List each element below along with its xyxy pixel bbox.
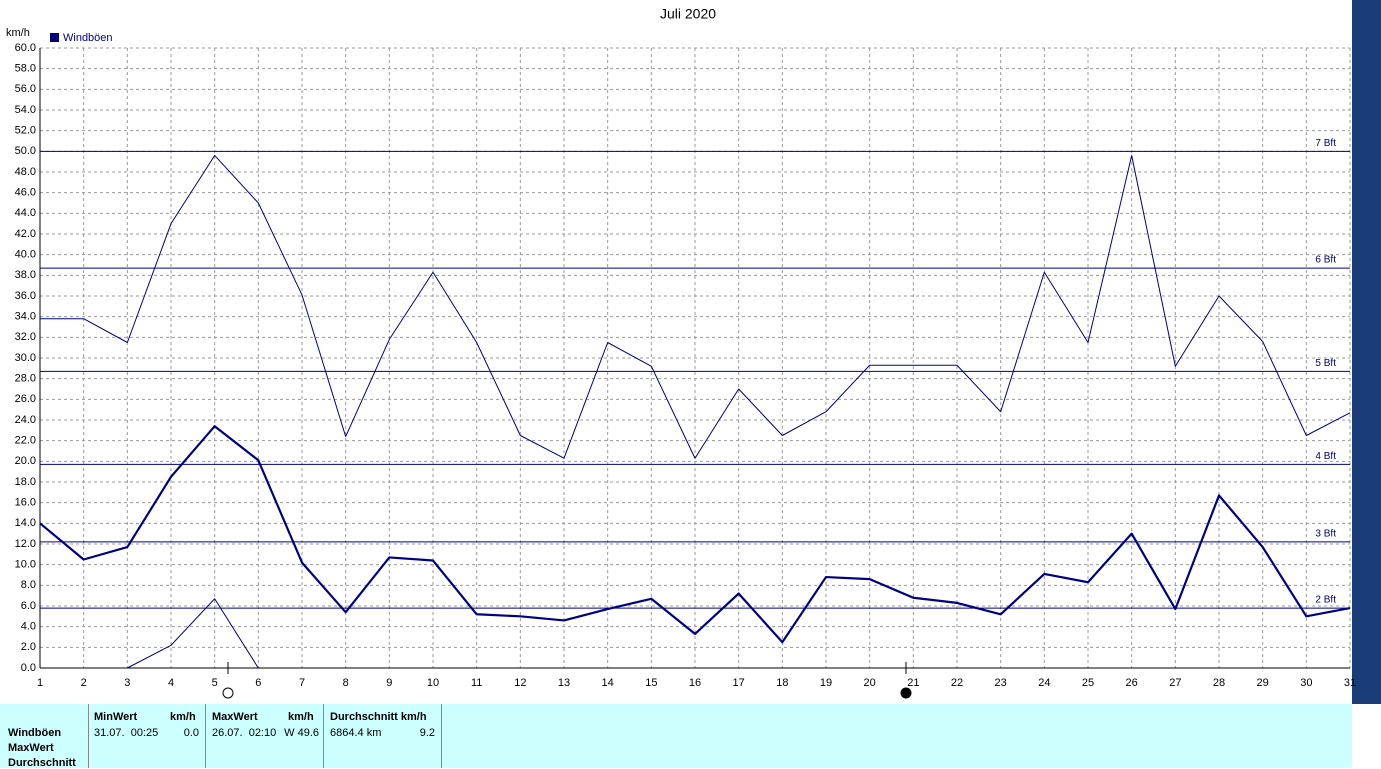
y-tick-label: 34.0: [15, 311, 36, 323]
y-unit: km/h: [6, 27, 30, 39]
x-tick-label: 15: [645, 677, 657, 689]
x-tick-label: 6: [255, 677, 261, 689]
y-tick-label: 44.0: [15, 207, 36, 219]
full-moon: [222, 687, 234, 699]
beaufort-label: 6 Bft: [1315, 255, 1336, 266]
x-tick-label: 19: [820, 677, 832, 689]
series-line: [127, 598, 259, 669]
x-tick-label: 9: [386, 677, 392, 689]
x-tick-label: 26: [1126, 677, 1138, 689]
y-tick-label: 16.0: [15, 497, 36, 509]
x-tick-label: 10: [427, 677, 439, 689]
y-tick-label: 26.0: [15, 393, 36, 405]
beaufort-label: 4 Bft: [1315, 451, 1336, 462]
chart: Juli 2020 km/h 0.02.04.06.08.010.012.014…: [6, 0, 1381, 704]
cell: W 49.6: [284, 727, 319, 739]
y-tick-label: 20.0: [15, 455, 36, 467]
y-tick-label: 2.0: [21, 641, 36, 653]
separator: [323, 704, 324, 768]
separator: [205, 704, 206, 768]
legend-label: Windböen: [63, 32, 113, 44]
y-tick-label: 4.0: [21, 621, 36, 633]
cell: 6864.4 km: [330, 727, 382, 739]
y-tick-label: 12.0: [15, 538, 36, 550]
row-label: MaxWert: [8, 742, 54, 754]
y-tick-label: 42.0: [15, 228, 36, 240]
x-tick-label: 14: [602, 677, 614, 689]
beaufort-label: 3 Bft: [1315, 529, 1336, 540]
cell: 31.07. 00:25: [94, 727, 159, 739]
y-tick-label: 0.0: [21, 662, 36, 674]
y-tick-label: 36.0: [15, 290, 36, 302]
x-tick-label: 27: [1169, 677, 1181, 689]
cell: 26.07. 02:10: [212, 727, 277, 739]
y-tick-label: 52.0: [15, 125, 36, 137]
y-tick-label: 58.0: [15, 63, 36, 75]
cell: 0.0: [183, 727, 199, 739]
y-tick-label: 38.0: [15, 269, 36, 281]
x-tick-label: 11: [471, 677, 482, 689]
y-tick-label: 32.0: [15, 331, 36, 343]
x-tick-label: 12: [514, 677, 526, 689]
beaufort-label: 7 Bft: [1315, 138, 1336, 149]
col-header: MaxWert: [212, 711, 258, 723]
x-tick-label: 4: [168, 677, 174, 689]
x-tick-label: 18: [776, 677, 788, 689]
x-tick-label: 1: [37, 677, 43, 689]
window-edge: [1352, 0, 1381, 704]
cell: 9.2: [419, 727, 435, 739]
col-unit: km/h: [170, 711, 196, 723]
row-label: Windböen: [8, 727, 62, 739]
y-tick-label: 10.0: [15, 559, 36, 571]
moon-markers: [222, 662, 912, 699]
x-tick-label: 31: [1344, 677, 1356, 689]
x-tick-label: 28: [1213, 677, 1225, 689]
x-tick-label: 8: [343, 677, 349, 689]
x-tick-label: 17: [733, 677, 745, 689]
y-tick-label: 30.0: [15, 352, 36, 364]
y-tick-label: 28.0: [15, 373, 36, 385]
x-tick-label: 24: [1038, 677, 1050, 689]
y-tick-label: 8.0: [21, 579, 36, 591]
beaufort-label: 5 Bft: [1315, 358, 1336, 369]
new-moon: [900, 687, 912, 699]
y-tick-label: 46.0: [15, 187, 36, 199]
x-tick-label: 21: [907, 677, 919, 689]
y-tick-label: 14.0: [15, 517, 36, 529]
x-tick-label: 30: [1300, 677, 1312, 689]
y-tick-label: 6.0: [21, 600, 36, 612]
x-tick-label: 7: [299, 677, 305, 689]
beaufort-label: 2 Bft: [1315, 595, 1336, 606]
y-tick-label: 22.0: [15, 435, 36, 447]
col-header: MinWert: [94, 711, 138, 723]
x-tick-label: 3: [124, 677, 130, 689]
x-tick-label: 29: [1257, 677, 1269, 689]
x-tick-label: 5: [212, 677, 218, 689]
col-header: Durchschnitt km/h: [330, 711, 427, 723]
y-tick-label: 40.0: [15, 249, 36, 261]
y-tick-label: 50.0: [15, 145, 36, 157]
y-tick-label: 56.0: [15, 83, 36, 95]
row-label: Durchschnitt: [8, 757, 76, 769]
x-tick-label: 2: [81, 677, 87, 689]
col-unit: km/h: [288, 711, 314, 723]
legend-swatch: [50, 33, 59, 42]
summary-panel: Windböen MaxWert Durchschnitt MinWert km…: [0, 704, 1352, 769]
x-tick-label: 25: [1082, 677, 1094, 689]
series-line: [40, 154, 1351, 459]
x-tick-label: 22: [951, 677, 963, 689]
x-tick-label: 20: [864, 677, 876, 689]
x-tick-label: 13: [558, 677, 570, 689]
separator: [441, 704, 442, 768]
y-tick-label: 48.0: [15, 166, 36, 178]
y-tick-label: 60.0: [15, 42, 36, 54]
series-line: [39, 425, 1351, 644]
separator: [88, 704, 89, 768]
chart-title: Juli 2020: [660, 6, 716, 22]
y-tick-label: 18.0: [15, 476, 36, 488]
x-tick-label: 23: [995, 677, 1007, 689]
y-tick-label: 24.0: [15, 414, 36, 426]
x-tick-label: 16: [689, 677, 701, 689]
y-tick-label: 54.0: [15, 104, 36, 116]
